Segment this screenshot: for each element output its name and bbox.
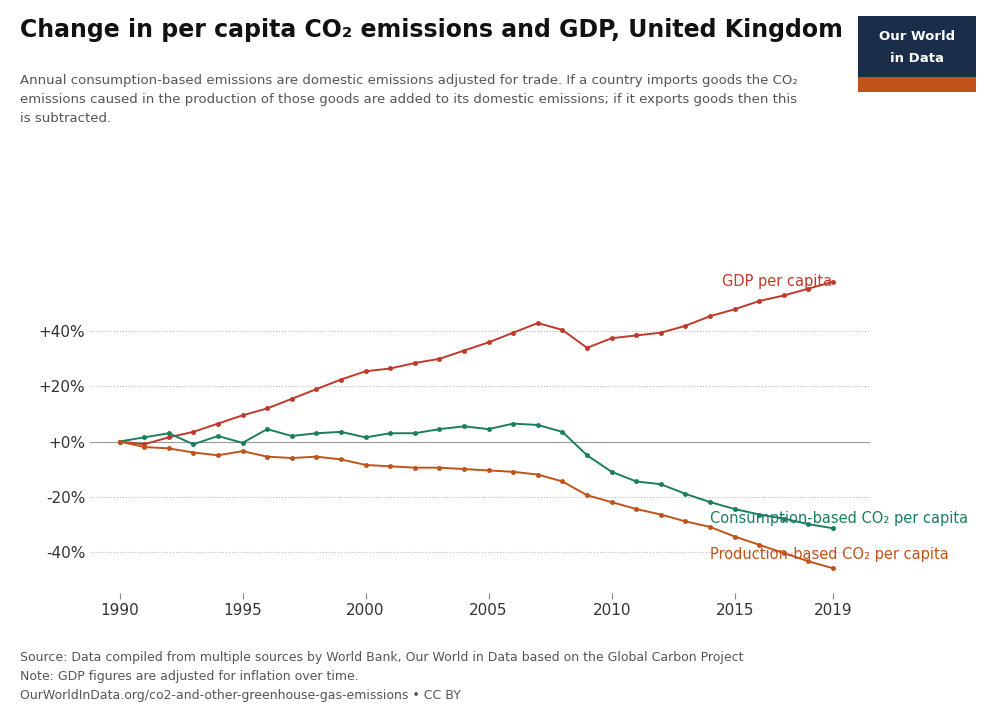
Text: is subtracted.: is subtracted. <box>20 112 111 125</box>
Text: in Data: in Data <box>890 52 944 65</box>
Text: Change in per capita CO₂ emissions and GDP, United Kingdom: Change in per capita CO₂ emissions and G… <box>20 18 843 42</box>
Text: Annual consumption-based emissions are domestic emissions adjusted for trade. If: Annual consumption-based emissions are d… <box>20 74 798 87</box>
FancyBboxPatch shape <box>858 76 976 92</box>
FancyBboxPatch shape <box>858 16 976 92</box>
Text: Consumption-based CO₂ per capita: Consumption-based CO₂ per capita <box>710 511 968 526</box>
Text: emissions caused in the production of those goods are added to its domestic emis: emissions caused in the production of th… <box>20 93 797 106</box>
Text: Our World: Our World <box>879 30 955 43</box>
Text: Source: Data compiled from multiple sources by World Bank, Our World in Data bas: Source: Data compiled from multiple sour… <box>20 652 744 702</box>
Text: GDP per capita: GDP per capita <box>722 274 832 289</box>
Text: Production-based CO₂ per capita: Production-based CO₂ per capita <box>710 547 949 562</box>
